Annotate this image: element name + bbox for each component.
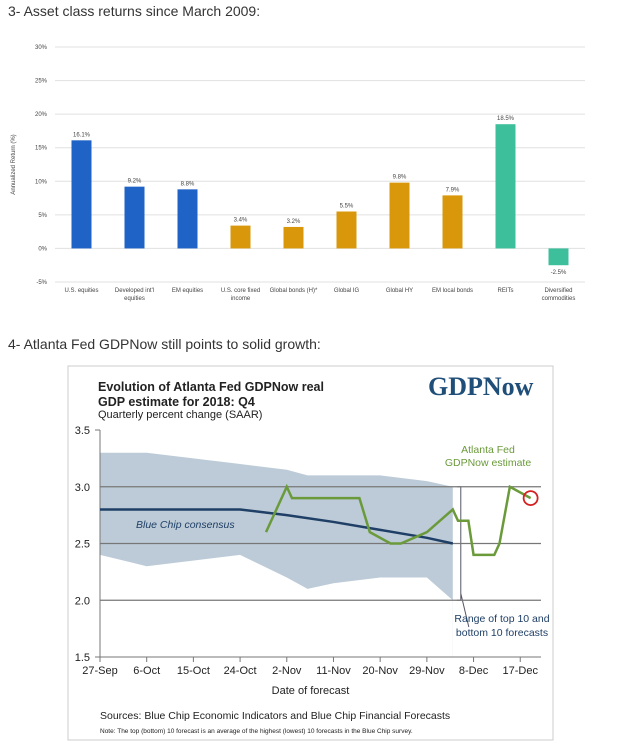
y-tick-label: 5%	[38, 213, 47, 219]
x-tick-label: 27-Sep	[82, 665, 117, 677]
bar	[336, 211, 357, 249]
bar	[124, 186, 145, 249]
x-tick-label: Global bonds (H)*	[269, 288, 318, 294]
x-tick-label: 29-Nov	[409, 665, 445, 677]
x-tick-label: 17-Dec	[503, 665, 539, 677]
x-tick-label: 6-Oct	[133, 665, 160, 677]
y-tick-label: 0%	[38, 246, 47, 252]
y-tick-label: 2.5	[75, 539, 90, 551]
logo: GDPNow	[428, 372, 534, 401]
x-tick-label: EM equities	[171, 288, 204, 294]
x-tick-label: Developed int'l equities	[114, 288, 155, 302]
value-label: -2.5%	[551, 270, 567, 276]
y-axis-label: Annualized Return (%)	[11, 134, 17, 194]
x-tick-label: 8-Dec	[459, 665, 489, 677]
x-axis-label: Date of forecast	[272, 685, 350, 697]
value-label: 3.4%	[234, 218, 248, 224]
y-tick-label: 3.5	[75, 425, 90, 437]
y-tick-label: 10%	[35, 179, 48, 185]
chart-frame	[67, 365, 554, 741]
latest-marker	[522, 490, 539, 507]
heading: 4- Atlanta Fed GDPNow still points to so…	[8, 336, 321, 352]
chart-title: Evolution of Atlanta Fed GDPNow real GDP…	[98, 380, 324, 409]
bar	[442, 195, 463, 249]
sources: Sources: Blue Chip Economic Indicators a…	[100, 710, 451, 722]
range-lower	[100, 554, 453, 657]
band-annotation: Range of top 10 and bottom 10 forecasts	[454, 613, 550, 639]
value-label: 9.8%	[393, 175, 407, 181]
value-label: 7.9%	[446, 187, 460, 193]
x-tick-label: EM local bonds	[431, 288, 474, 294]
bar	[495, 124, 516, 249]
y-tick-label: 1.5	[75, 652, 90, 664]
value-label: 8.8%	[181, 181, 195, 187]
bar	[283, 226, 304, 249]
y-tick-label: 2.0	[75, 595, 90, 607]
series-line	[264, 483, 532, 557]
series-line	[100, 508, 454, 545]
series-annotation: Blue Chip consensus	[136, 518, 235, 531]
y-tick-label: 30%	[35, 45, 48, 51]
series-annotation: Atlanta Fed GDPNow estimate	[444, 444, 532, 469]
y-tick-label: 3.0	[75, 482, 90, 494]
x-tick-label: 24-Oct	[224, 665, 257, 677]
y-tick-label: 25%	[35, 79, 48, 85]
y-tick-label: -5%	[36, 280, 47, 286]
x-tick-label: 11-Nov	[316, 665, 351, 677]
x-tick-label: 15-Oct	[177, 665, 210, 677]
note: Note: The top (bottom) 10 forecast is an…	[100, 728, 413, 735]
value-label: 18.5%	[497, 116, 515, 122]
x-tick-label: Diversified commodities	[541, 288, 576, 302]
value-label: 9.2%	[128, 179, 142, 185]
chart-subtitle: Quarterly percent change (SAAR)	[98, 409, 263, 421]
bar	[389, 182, 410, 249]
x-tick-label: Global IG	[333, 288, 360, 294]
x-tick-label: 20-Nov	[362, 665, 398, 677]
value-label: 3.2%	[287, 219, 301, 225]
x-tick-label: U.S. core fixed income	[220, 288, 261, 302]
value-label: 16.1%	[73, 132, 91, 138]
x-tick-label: REITs	[497, 288, 514, 294]
bar	[230, 225, 251, 249]
y-tick-label: 15%	[35, 146, 48, 152]
heading: 3- Asset class returns since March 2009:	[8, 3, 261, 19]
y-tick-label: 20%	[35, 112, 48, 118]
x-tick-label: 2-Nov	[272, 665, 302, 677]
bar	[71, 140, 92, 249]
bar	[177, 189, 198, 249]
x-tick-label: U.S. equities	[64, 288, 99, 294]
value-label: 5.5%	[340, 204, 354, 210]
x-tick-label: Global HY	[385, 288, 414, 294]
range-bracket	[456, 486, 470, 628]
bar	[548, 248, 569, 266]
